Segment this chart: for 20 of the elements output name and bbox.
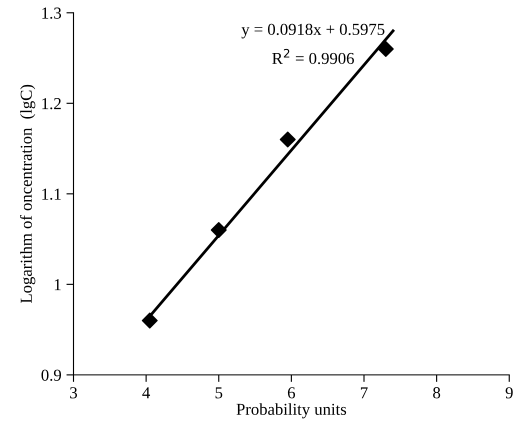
point <box>378 41 394 57</box>
x-axis-title: Probability units <box>236 403 346 418</box>
y-tick-label: 1.3 <box>42 8 62 19</box>
y-tick-label: 1.1 <box>42 188 61 200</box>
point <box>142 312 158 329</box>
y-tick-label: 1.2 <box>42 98 61 110</box>
point <box>210 222 227 238</box>
y-tick-label: 1 <box>54 279 61 290</box>
x-tick-label: 5 <box>216 387 222 398</box>
x-tick-label: 9 <box>506 387 513 398</box>
x-tick-label: 7 <box>360 387 368 398</box>
y-axis-title: Logarithm of oncentration (lgC) <box>20 84 36 304</box>
x-tick-label: 3 <box>70 387 78 398</box>
x-tick-label: 4 <box>142 387 150 398</box>
y-tick-label: 0.9 <box>41 370 62 381</box>
x-tick-label: 6 <box>288 387 296 398</box>
annotation: R$^{2}$ = 0.9906 <box>272 48 354 64</box>
point <box>280 132 296 148</box>
x-tick-label: 8 <box>433 387 440 398</box>
annotation: y = 0.0918x + 0.5975 <box>241 24 384 38</box>
